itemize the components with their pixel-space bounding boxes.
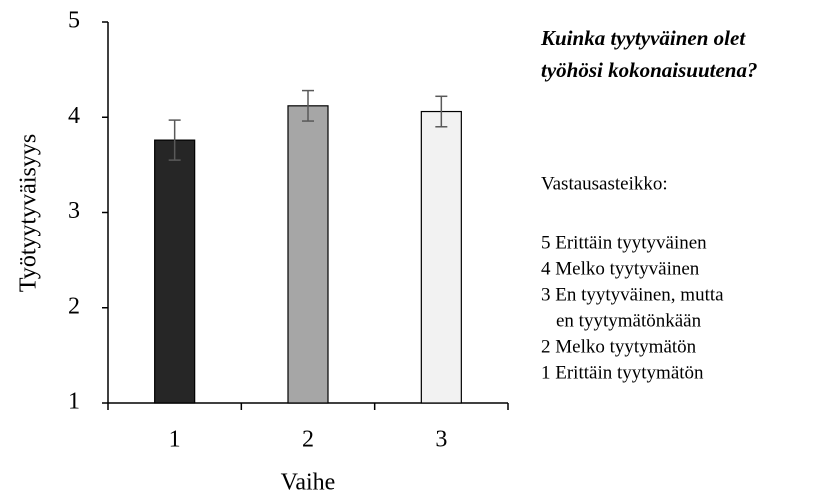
side-title: työhösi kokonaisuutena?: [541, 58, 757, 82]
y-tick-label: 3: [68, 198, 80, 224]
x-tick-label: 2: [302, 427, 314, 453]
y-tick-label: 1: [68, 389, 80, 415]
x-tick-label: 1: [169, 427, 181, 453]
x-axis-label: Vaihe: [281, 470, 336, 496]
side-title: Kuinka tyytyväinen olet: [540, 26, 746, 50]
y-tick-label: 5: [68, 8, 80, 34]
y-tick-label: 4: [68, 103, 80, 129]
error-bar: [435, 95, 448, 128]
y-tick-label: 2: [68, 293, 80, 319]
y-axis-label: Työtyytyväisyys: [16, 134, 42, 292]
bar: [287, 105, 329, 404]
bar: [154, 139, 196, 404]
error-bar: [302, 89, 314, 122]
scale-heading: Vastausasteikko:: [541, 173, 668, 194]
x-tick-label: 3: [435, 427, 447, 453]
bar: [420, 110, 462, 404]
scale-line: en tyytymätönkään: [556, 310, 702, 331]
scale-line: 1 Erittäin tyytymätön: [541, 362, 704, 383]
scale-line: 5 Erittäin tyytyväinen: [541, 232, 707, 253]
scale-line: 4 Melko tyytyväinen: [541, 258, 700, 279]
error-bar: [168, 119, 181, 161]
scale-line: 3 En tyytyväinen, mutta: [541, 284, 724, 305]
scale-line: 2 Melko tyytymätön: [541, 336, 697, 357]
